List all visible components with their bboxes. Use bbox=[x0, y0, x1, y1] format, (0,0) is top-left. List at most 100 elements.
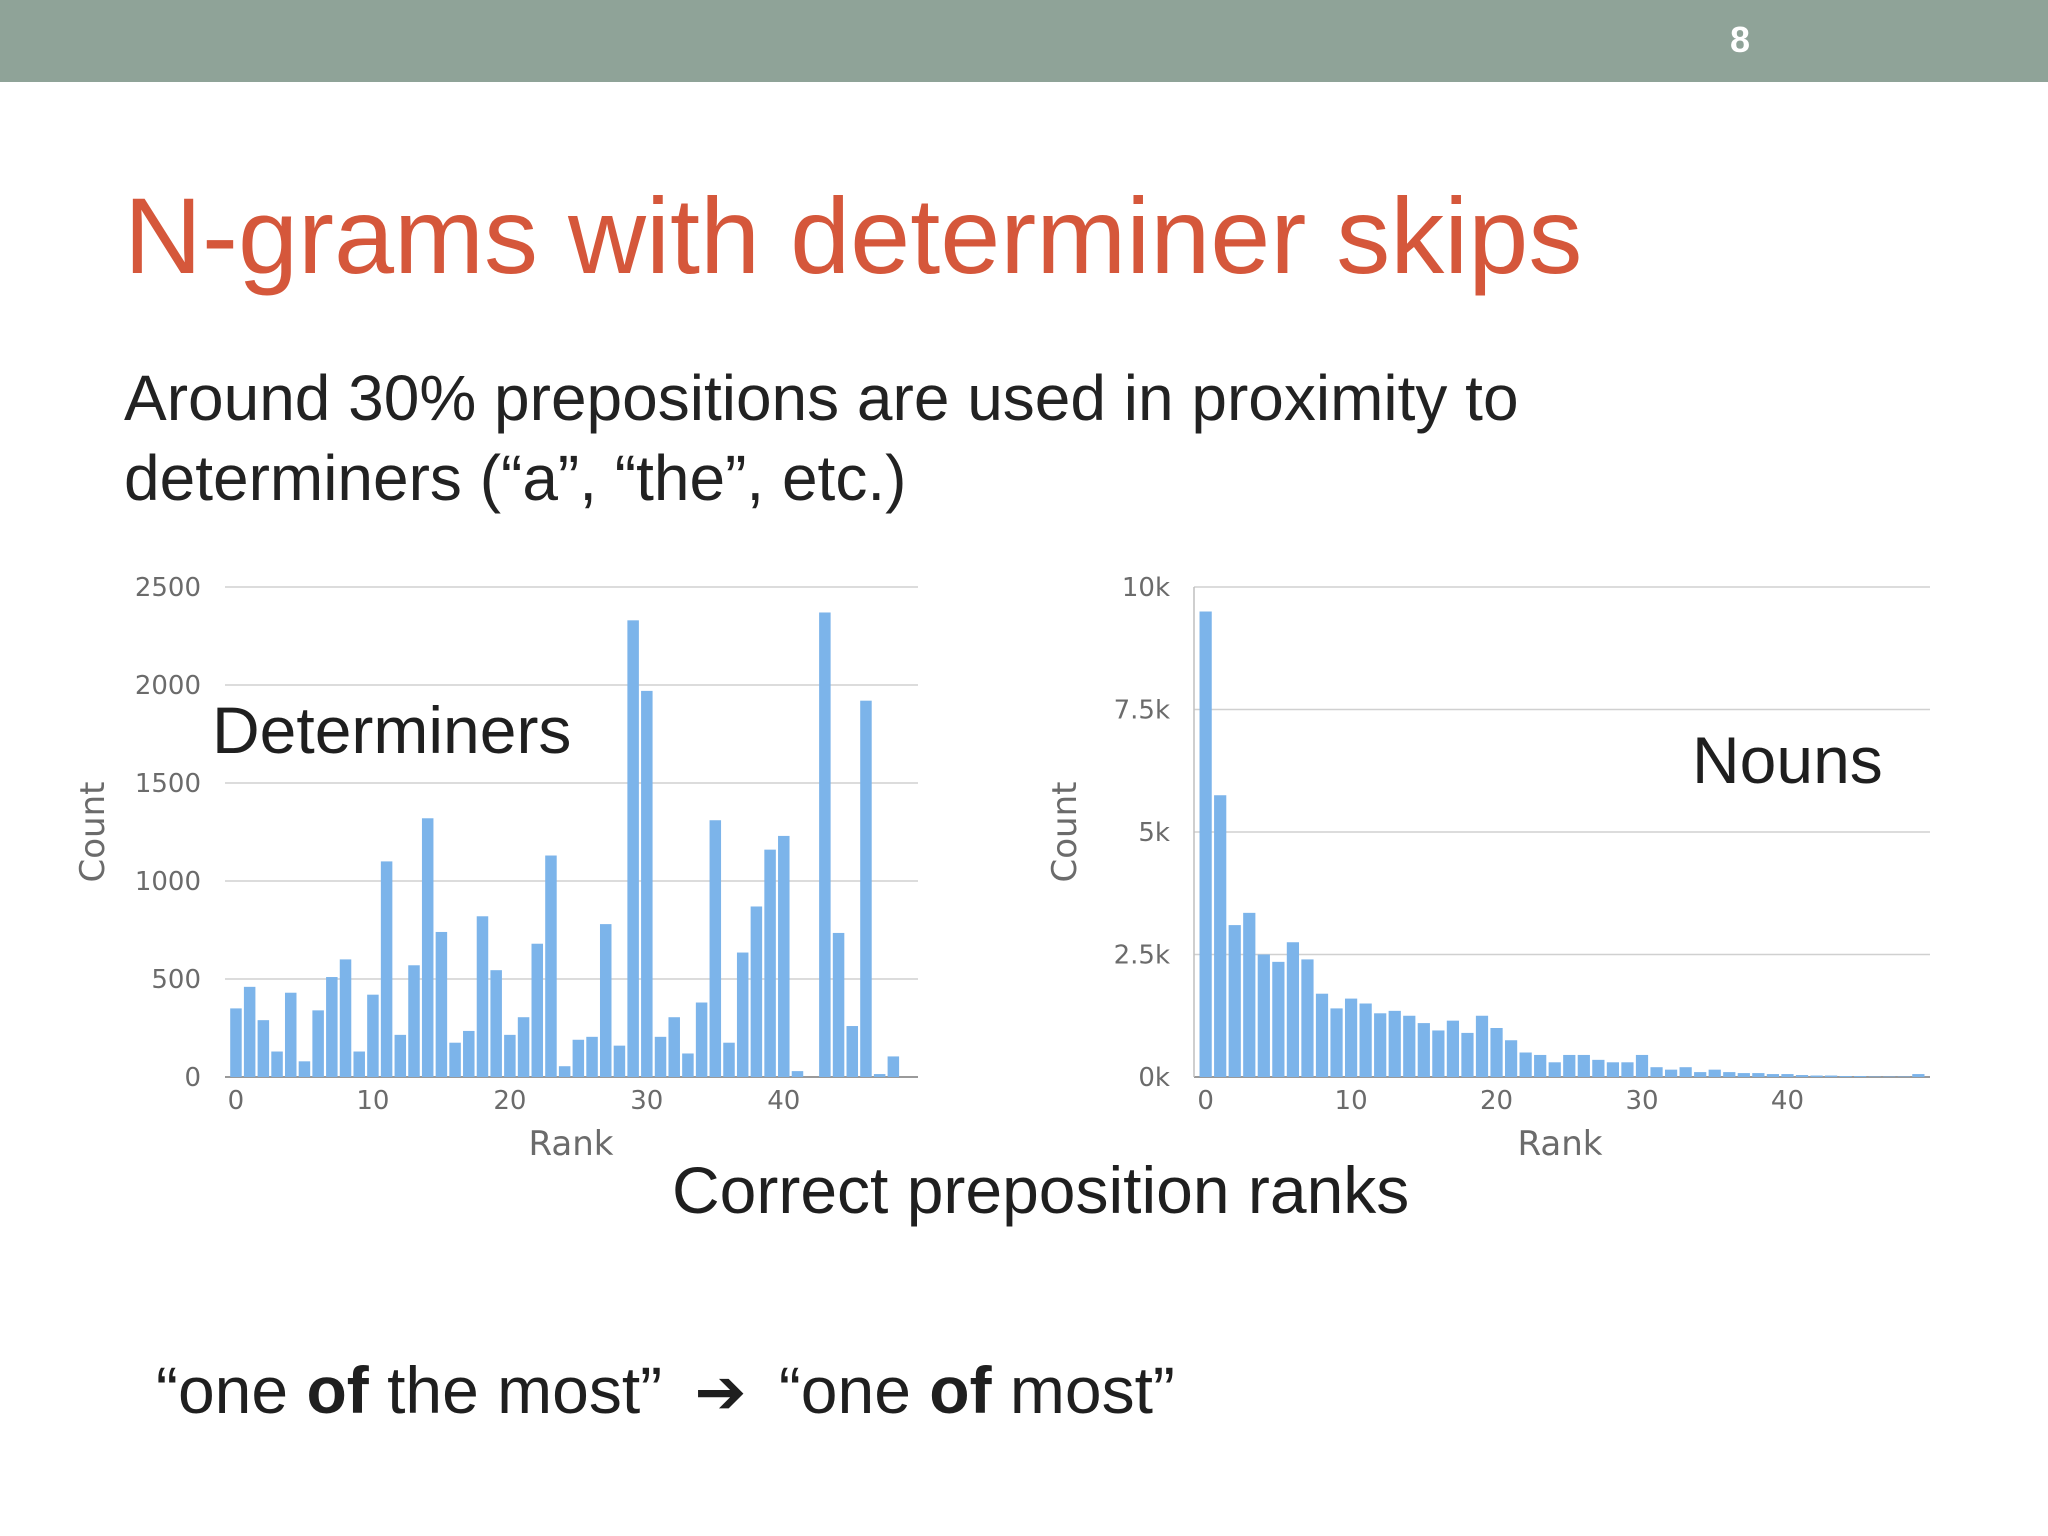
determiners-bar bbox=[312, 1010, 324, 1077]
nouns-bar bbox=[1650, 1067, 1663, 1077]
nouns-bar bbox=[1272, 961, 1285, 1077]
determiners-bar bbox=[572, 1039, 585, 1077]
nouns-bar bbox=[1330, 1008, 1343, 1077]
determiners-bar bbox=[778, 835, 790, 1077]
determiners-bar bbox=[668, 1017, 680, 1077]
nouns-bar bbox=[1592, 1059, 1605, 1077]
determiners-bar bbox=[394, 1034, 407, 1077]
determiners-bar bbox=[339, 959, 352, 1077]
determiners-ytick-label: 2000 bbox=[135, 671, 201, 701]
determiners-bar bbox=[832, 932, 845, 1077]
nouns-bar bbox=[1446, 1020, 1460, 1077]
nouns-bar bbox=[1534, 1054, 1547, 1077]
determiners-bar bbox=[846, 1026, 859, 1077]
determiners-bar bbox=[435, 931, 448, 1077]
nouns-xtick-label: 40 bbox=[1771, 1086, 1804, 1116]
determiners-bar bbox=[599, 924, 612, 1077]
determiners-xtick-label: 30 bbox=[630, 1086, 663, 1116]
nouns-bar bbox=[1752, 1073, 1765, 1077]
nouns-bar bbox=[1824, 1075, 1838, 1077]
determiners-bar bbox=[531, 943, 544, 1077]
determiners-bar bbox=[709, 820, 722, 1077]
determiners-bar bbox=[860, 700, 872, 1077]
determiners-xtick-label: 40 bbox=[767, 1086, 800, 1116]
slide-title: N-grams with determiner skips bbox=[124, 175, 1583, 296]
determiners-bar bbox=[750, 906, 763, 1077]
nouns-bar bbox=[1635, 1054, 1649, 1077]
nouns-ytick-label: 5k bbox=[1138, 818, 1170, 848]
determiners-bar bbox=[517, 1017, 530, 1077]
determiners-bar bbox=[271, 1051, 283, 1077]
nouns-bar bbox=[1664, 1069, 1678, 1077]
subtitle-line-1: Around 30% prepositions are used in prox… bbox=[124, 362, 1519, 434]
determiners-ytick-label: 500 bbox=[151, 965, 201, 995]
nouns-chart-label: Nouns bbox=[1692, 723, 1883, 797]
nouns-ytick-label: 0k bbox=[1138, 1063, 1170, 1093]
determiners-y-axis-title: Count bbox=[73, 782, 113, 883]
example-transformation: “one of the most” ➔ “one of most” bbox=[156, 1352, 1175, 1431]
determiners-bar bbox=[449, 1042, 461, 1077]
determiners-bar bbox=[586, 1036, 598, 1077]
slide-number: 8 bbox=[1729, 19, 1751, 60]
nouns-bar bbox=[1723, 1072, 1736, 1077]
nouns-bar bbox=[1228, 925, 1241, 1077]
chart-caption: Correct preposition ranks bbox=[672, 1153, 1410, 1227]
determiners-bar bbox=[463, 1030, 475, 1077]
determiners-ytick-label: 1500 bbox=[135, 769, 201, 799]
determiners-bar bbox=[654, 1036, 667, 1077]
example-after-open: “one bbox=[778, 1353, 930, 1427]
determiners-bar bbox=[380, 861, 393, 1077]
nouns-bar bbox=[1461, 1032, 1474, 1077]
determiners-ytick-label: 0 bbox=[184, 1063, 201, 1093]
determiners-bar bbox=[243, 986, 256, 1077]
nouns-xtick-label: 30 bbox=[1625, 1086, 1658, 1116]
nouns-xtick-label: 0 bbox=[1197, 1086, 1214, 1116]
nouns-bar bbox=[1606, 1062, 1620, 1077]
nouns-bar bbox=[1577, 1054, 1590, 1077]
example-after-close: most” bbox=[991, 1353, 1175, 1427]
nouns-bar bbox=[1315, 993, 1329, 1077]
example-after-bold: of bbox=[929, 1353, 992, 1427]
heavy-right-arrow-icon: ➔ bbox=[694, 1358, 747, 1427]
determiners-bar bbox=[298, 1061, 311, 1077]
determiners-ytick-label: 2500 bbox=[135, 573, 201, 603]
nouns-bar bbox=[1795, 1075, 1809, 1077]
nouns-ytick-label: 2.5k bbox=[1114, 941, 1170, 971]
determiners-bar bbox=[873, 1074, 886, 1077]
nouns-bar bbox=[1621, 1062, 1634, 1077]
nouns-bar bbox=[1912, 1074, 1925, 1077]
nouns-bar bbox=[1388, 1010, 1401, 1077]
determiners-xtick-label: 20 bbox=[493, 1086, 526, 1116]
nouns-bar bbox=[1694, 1072, 1707, 1077]
determiners-bar bbox=[723, 1042, 735, 1077]
determiners-bar bbox=[504, 1034, 516, 1077]
determiners-bar bbox=[627, 620, 639, 1077]
nouns-bar bbox=[1243, 912, 1256, 1077]
nouns-bar bbox=[1417, 1023, 1430, 1077]
nouns-ytick-label: 10k bbox=[1122, 573, 1170, 603]
determiners-bar bbox=[545, 855, 557, 1077]
determiners-bar bbox=[408, 965, 420, 1077]
nouns-bar bbox=[1344, 998, 1358, 1077]
nouns-bar bbox=[1708, 1069, 1721, 1077]
nouns-bar bbox=[1766, 1074, 1780, 1077]
determiners-chart-label: Determiners bbox=[212, 693, 572, 767]
determiners-bar bbox=[641, 690, 653, 1077]
determiners-bar bbox=[230, 1008, 242, 1077]
nouns-bar bbox=[1359, 1003, 1372, 1077]
determiners-bar bbox=[736, 952, 749, 1077]
determiners-bar bbox=[819, 612, 831, 1077]
nouns-bar bbox=[1475, 1015, 1489, 1077]
top-bar bbox=[0, 0, 2048, 82]
determiners-bar bbox=[558, 1066, 571, 1077]
determiners-bar bbox=[490, 970, 502, 1077]
nouns-bar bbox=[1519, 1052, 1532, 1077]
example-before-bold: of bbox=[306, 1353, 369, 1427]
nouns-ytick-label: 7.5k bbox=[1114, 696, 1170, 726]
nouns-bar bbox=[1257, 954, 1270, 1077]
nouns-y-axis-title: Count bbox=[1045, 782, 1085, 883]
determiners-bar bbox=[367, 994, 379, 1077]
determiners-bar bbox=[326, 977, 338, 1077]
determiners-x-axis-title: Rank bbox=[529, 1124, 614, 1164]
determiners-bar bbox=[682, 1053, 694, 1077]
